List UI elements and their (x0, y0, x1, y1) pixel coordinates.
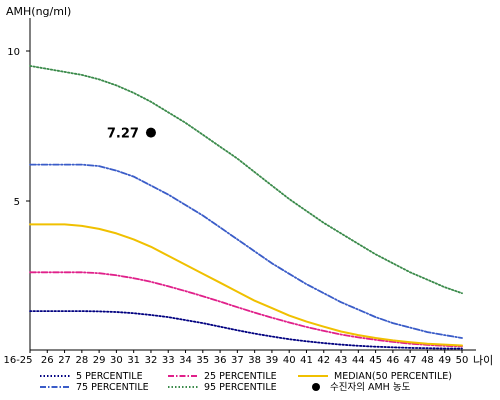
x-tick-label: 43 (335, 355, 348, 366)
x-tick-label: 27 (58, 355, 71, 366)
axes: 5 10 16-25 26 27 28 29 30 31 32 33 34 35 36 37 38 39 40 41… (3, 5, 493, 367)
legend: 5 PERCENTILE 25 PERCENTILE MEDIAN(50 PERCE… (40, 371, 452, 393)
y-tick-label: 10 (7, 47, 20, 58)
x-tick-label: 40 (283, 355, 296, 366)
x-tick-label: 35 (196, 355, 209, 366)
plot-area: 7.27 (29, 65, 463, 350)
legend-label: 95 PERCENTILE (204, 382, 277, 393)
x-tick-label: 37 (231, 355, 244, 366)
x-tick-label: 48 (421, 355, 434, 366)
x-tick-label: 36 (214, 355, 227, 366)
x-tick-label: 42 (317, 355, 330, 366)
x-axis-title: 나이 (473, 354, 493, 367)
legend-label: 75 PERCENTILE (76, 382, 149, 393)
legend-patient-marker (312, 383, 320, 391)
legend-label: 수진자의 AMH 농도 (330, 382, 411, 393)
x-tick-label: 49 (438, 355, 451, 366)
x-tick-label: 31 (127, 355, 140, 366)
x-tick-label: 26 (41, 355, 54, 366)
x-tick-label: 34 (179, 355, 192, 366)
x-tick-label: 47 (404, 355, 417, 366)
x-tick-label: 29 (93, 355, 106, 366)
x-tick-label: 44 (352, 355, 365, 366)
legend-label: 5 PERCENTILE (76, 371, 143, 382)
x-tick-label: 50 (456, 355, 469, 366)
x-tick-label: 33 (162, 355, 175, 366)
x-tick-label: 46 (387, 355, 400, 366)
series-line-25-percentile (29, 271, 463, 348)
patient-amh-value-label: 7.27 (107, 127, 139, 142)
x-tick-label: 38 (248, 355, 261, 366)
x-tick-label: 39 (266, 355, 279, 366)
x-tick-label: 16-25 (3, 355, 32, 366)
legend-label: 25 PERCENTILE (204, 371, 277, 382)
series-line-95-percentile (29, 65, 463, 295)
x-tick-label: 28 (75, 355, 88, 366)
x-tick-label: 32 (145, 355, 158, 366)
series-line-median-50-percentile- (29, 223, 463, 347)
y-axis-title: AMH(ng/ml) (6, 5, 71, 18)
series-line-75-percentile (29, 163, 463, 339)
x-tick-label: 41 (300, 355, 313, 366)
series-line-5-percentile (29, 310, 463, 350)
legend-label: MEDIAN(50 PERCENTILE) (334, 371, 452, 382)
x-tick-label: 45 (369, 355, 382, 366)
patient-amh-point (145, 127, 156, 138)
x-tick-label: 30 (110, 355, 123, 366)
y-tick-label: 5 (14, 197, 20, 208)
